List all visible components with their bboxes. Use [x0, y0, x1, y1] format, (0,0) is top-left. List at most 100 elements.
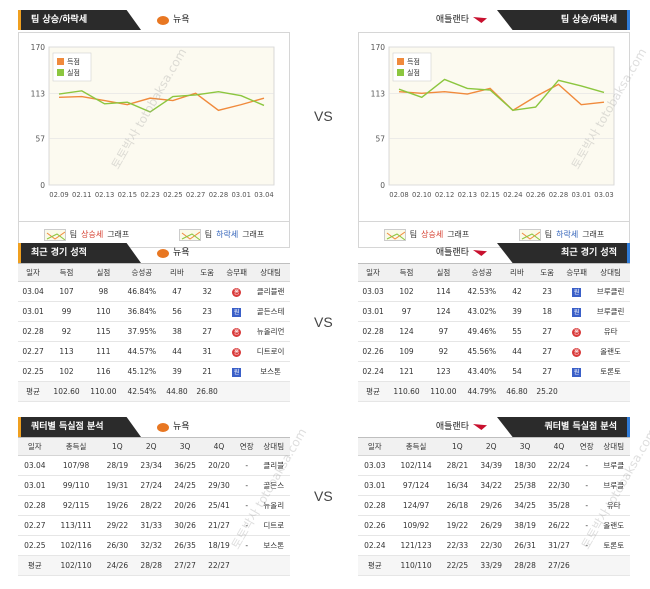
table-cell: 28/19	[100, 455, 135, 476]
legend-label: 실점	[67, 68, 80, 77]
table-cell: 19/22	[440, 515, 475, 536]
table-cell: 32	[192, 281, 223, 302]
table-cell: 34/39	[474, 455, 509, 476]
table-cell: 37.95%	[121, 321, 162, 342]
column-header: 3Q	[168, 437, 203, 456]
table-cell: -	[235, 515, 258, 536]
table-cell: 디트로이	[251, 341, 290, 362]
table-cell	[575, 555, 598, 576]
x-tick-label: 02.28	[209, 191, 228, 199]
table-row: 03.03 102 114 42.53% 42 23 원 브루클린	[358, 281, 630, 302]
table-cell: 39	[501, 301, 533, 322]
table-cell: 56	[161, 301, 193, 322]
average-row: 평균 110.60 110.00 44.79% 46.80 25.20	[358, 381, 630, 402]
table-row: 02.24 121 123 43.40% 54 27 원 토론토	[358, 361, 630, 382]
table-cell: 평균	[18, 381, 49, 402]
y-tick-label: 113	[31, 89, 46, 98]
away-quarter-header: 애틀랜타 쿼터별 득실점 분석	[358, 417, 630, 437]
column-header: 실점	[84, 263, 122, 282]
home-game-icon: 홈	[232, 347, 242, 357]
away-recent-header: 애틀랜타 최근 경기 성적	[358, 243, 630, 263]
table-cell: 02.24	[358, 361, 389, 382]
column-header: 3Q	[508, 437, 543, 456]
column-header: 도움	[532, 263, 563, 282]
x-tick-label: 03.01	[231, 191, 250, 199]
table-cell: 뉴올리언	[251, 321, 290, 342]
x-tick-label: 02.13	[458, 191, 477, 199]
table-cell: 브루클	[597, 455, 630, 476]
table-cell: 03.03	[358, 455, 392, 476]
table-cell: 원	[222, 361, 252, 382]
table-cell: 23/34	[134, 455, 169, 476]
table-cell: 47	[161, 281, 193, 302]
y-tick-label: 170	[31, 43, 46, 52]
table-cell: 44	[501, 341, 533, 362]
table-header-row: 일자 총득실 1Q 2Q 3Q 4Q 연장 상대팀	[18, 437, 290, 456]
table-cell: 27/24	[134, 475, 169, 496]
column-header: 총득실	[391, 437, 441, 456]
table-cell: 03.01	[358, 301, 389, 322]
x-tick-label: 03.04	[254, 191, 273, 199]
table-cell: 29/22	[100, 515, 135, 536]
x-tick-label: 03.01	[571, 191, 590, 199]
table-cell: 27/26	[542, 555, 576, 576]
table-row: 03.04 107 98 46.84% 47 32 홈 클리블랜	[18, 281, 290, 302]
table-cell: 44.57%	[121, 341, 162, 362]
home-team-name: 뉴욕	[173, 422, 190, 432]
hawks-logo-icon	[473, 424, 487, 430]
table-cell: 26/30	[100, 535, 135, 556]
home-game-icon: 홈	[572, 327, 582, 337]
column-header: 리바	[161, 263, 193, 282]
vs-label-2: VS	[314, 314, 333, 330]
knicks-logo-icon	[157, 15, 169, 25]
table-cell: 02.27	[18, 515, 52, 536]
table-cell: 20/26	[168, 495, 203, 516]
x-tick-label: 02.12	[435, 191, 454, 199]
table-cell: 107	[48, 281, 85, 302]
home-team-name: 뉴욕	[173, 248, 190, 258]
table-cell: 뉴올리	[257, 495, 290, 516]
table-cell: -	[575, 515, 598, 536]
table-cell: 23	[532, 281, 563, 302]
table-cell: 02.28	[358, 321, 389, 342]
table-cell: 26/31	[508, 535, 543, 556]
legend-swatch	[397, 58, 404, 65]
y-tick-label: 0	[40, 181, 45, 190]
column-header: 일자	[18, 437, 52, 456]
knicks-logo-icon	[157, 422, 169, 432]
down-graph-button[interactable]: 팀 하락세 그래프	[518, 228, 604, 241]
table-cell: -	[235, 535, 258, 556]
column-header: 상대팀	[597, 437, 630, 456]
up-graph-prefix: 팀	[69, 230, 78, 239]
up-graph-button[interactable]: 팀 상승세 그래프	[383, 228, 469, 241]
table-cell: 23	[192, 301, 223, 322]
up-graph-hl: 상승세	[81, 230, 104, 239]
table-cell: 110/110	[391, 555, 441, 576]
table-cell: 27	[192, 321, 223, 342]
table-cell: 31	[192, 341, 223, 362]
table-row: 02.25 102/116 26/30 32/32 26/35 18/19- 보스톤	[18, 535, 290, 556]
table-cell: 브루클린	[591, 301, 630, 322]
table-cell: 02.28	[358, 495, 392, 516]
column-header: 연장	[235, 437, 258, 456]
away-team-name: 애틀랜타	[435, 248, 469, 258]
down-graph-button[interactable]: 팀 하락세 그래프	[178, 228, 265, 241]
column-header: 일자	[18, 263, 49, 282]
table-cell: 110	[84, 301, 122, 322]
table-cell: 29/30	[202, 475, 236, 496]
table-cell: 44.80	[161, 381, 193, 402]
table-cell: 44	[161, 341, 193, 362]
table-cell: 111	[84, 341, 122, 362]
table-cell: 36/25	[168, 455, 203, 476]
table-cell: 114	[424, 281, 462, 302]
table-row: 03.04 107/98 28/19 23/34 36/25 20/20- 클리블	[18, 455, 290, 476]
table-cell: 02.27	[18, 341, 49, 362]
up-graph-button[interactable]: 팀 상승세 그래프	[43, 228, 129, 241]
legend-swatch	[57, 58, 64, 65]
table-cell: 97/124	[391, 475, 441, 496]
table-cell: 92/115	[51, 495, 101, 516]
home-game-icon: 홈	[232, 327, 242, 337]
table-cell	[222, 381, 252, 402]
down-graph-suffix: 그래프	[242, 230, 265, 239]
table-cell: 44.79%	[461, 381, 502, 402]
